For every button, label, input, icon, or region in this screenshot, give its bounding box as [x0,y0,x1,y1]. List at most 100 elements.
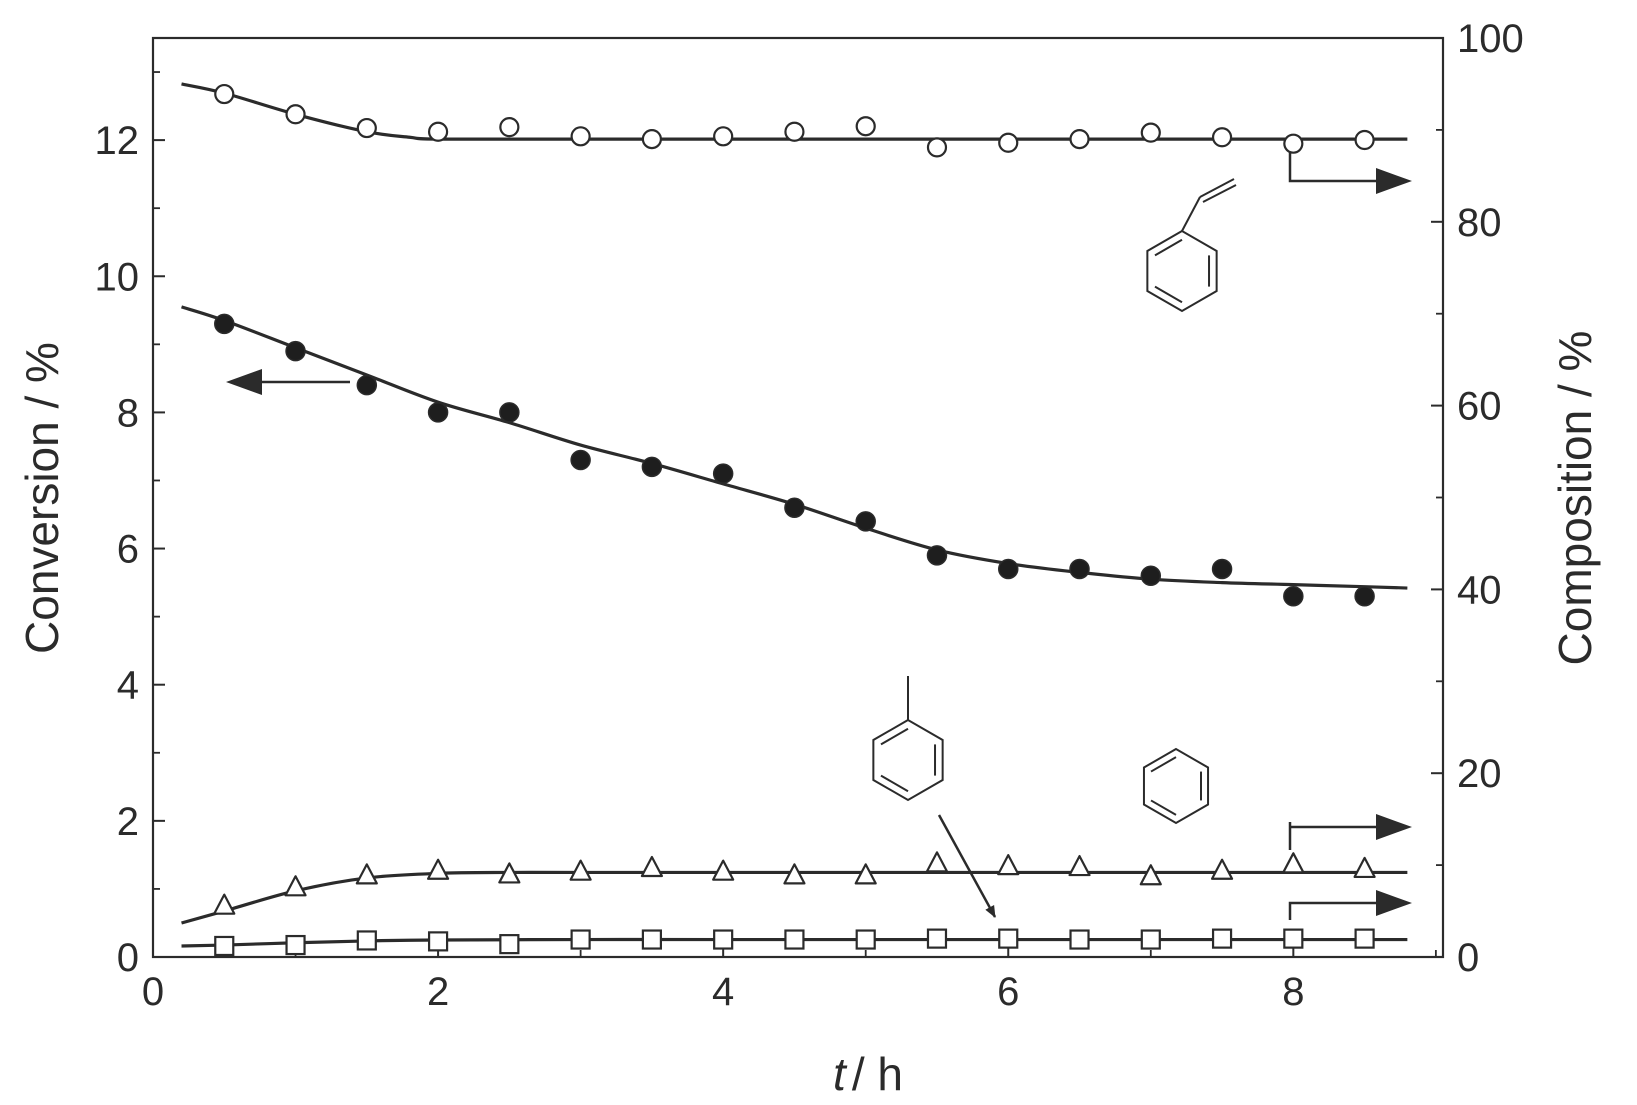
filled-circle-marker [356,374,378,396]
open-circle-marker [1069,128,1090,150]
x-tick-label-4: 8 [1282,970,1304,1014]
styrene-structure-icon [1146,178,1237,313]
open-square-marker [285,934,306,956]
toluene-structure-icon-double-bond-0 [880,727,909,746]
open-square-marker [356,930,377,951]
open-triangle-marker [925,851,949,873]
y-left-tick-label-0: 0 [117,936,139,980]
axis-ticks-group [152,37,1443,958]
markers-group [213,83,1376,957]
filled-circle-marker [641,456,663,478]
open-circle-marker [784,121,805,142]
benzene-structure-icon [1142,747,1210,825]
filled-circle-marker [1069,558,1090,580]
open-triangle-marker [1139,864,1162,886]
x-tick-label-1: 2 [427,970,449,1014]
styrene-vinyl-bond-3 [1202,184,1237,203]
filled-circle-marker [1354,585,1375,607]
styrene-structure-icon-double-bond-1 [1154,285,1183,304]
open-triangle-marker [498,862,521,884]
open-circle-marker [1354,129,1375,151]
y-axis-left-title: Conversion / % [16,342,68,654]
open-circle-marker [499,117,520,138]
filled-circle-marker [855,511,876,532]
open-triangle-marker [426,858,450,880]
toluene-composition-arrow-shaft [1288,901,1380,920]
filled-circle-marker [285,340,306,362]
open-triangle-marker [640,855,663,878]
open-triangle-marker [712,859,735,881]
filled-circle-marker [997,558,1019,580]
toluene-structure-icon-ring [872,718,944,802]
open-circle-marker [998,132,1019,153]
fit-line-open-triangle [181,870,1408,925]
open-circle-marker [285,104,306,125]
y-axis-right-title: Composition / % [1549,331,1601,666]
y-left-tick-label-1: 2 [117,800,139,844]
open-square-marker [214,935,235,957]
y-left-tick-label-5: 10 [95,255,140,299]
benzene-composition-arrow-head [1376,814,1412,840]
open-square-marker [1069,929,1090,950]
toluene-structure-icon-double-bond-1 [880,774,909,793]
plot-frame-group [151,36,1445,959]
open-triangle-marker [1210,858,1234,880]
open-square-marker [427,931,449,952]
filled-circle-marker [1211,558,1233,580]
open-triangle-marker [783,863,806,885]
open-circle-marker [1140,122,1161,143]
filled-circle-marker [784,497,805,518]
x-tick-label-0: 0 [142,970,164,1014]
y-right-tick-label-2: 40 [1457,568,1502,612]
y-left-tick-label-3: 6 [117,528,139,572]
styrene-vinyl-bond-2 [1199,178,1235,198]
open-triangle-marker [284,875,307,897]
open-square-marker [1211,928,1233,949]
fit-line-filled-circle [181,305,1408,590]
open-square-marker [855,929,876,950]
open-square-marker [713,929,734,950]
open-circle-marker [1283,133,1304,154]
filled-circle-marker [712,463,734,484]
styrene-vinyl-bond-1 [1181,196,1201,232]
open-square-marker [926,928,948,949]
x-axis-title-variable: t [833,1048,848,1100]
open-circle-marker [570,126,591,147]
open-circle-marker [214,83,235,105]
x-axis-title: t / h [833,1048,903,1100]
filled-circle-marker [214,313,235,335]
open-circle-marker [855,116,876,137]
annotations-group [226,152,1412,920]
benzene-structure-icon-double-bond-1 [1150,799,1177,816]
y-right-tick-label-4: 80 [1457,201,1502,245]
open-triangle-marker [569,859,592,881]
plot-frame [151,36,1445,959]
left-axis-arrow-head [226,369,262,395]
open-triangle-marker [1068,854,1091,877]
benzene-structure-icon-double-bond-0 [1150,756,1177,773]
open-square-marker [1140,929,1161,950]
x-tick-label-3: 6 [997,970,1019,1014]
styrene-composition-arrow-head [1376,168,1412,194]
benzene-structure-icon-ring [1142,747,1210,825]
filled-circle-marker [427,402,449,423]
open-square-marker [1354,928,1375,949]
open-triangle-marker [997,854,1020,876]
open-circle-marker [356,117,377,139]
open-circle-marker [926,137,948,158]
y-left-tick-label-4: 8 [117,391,139,435]
open-circle-marker [1211,127,1233,148]
y-right-tick-label-3: 60 [1457,385,1502,429]
fit-line-open-circle [181,82,1408,141]
y-right-tick-label-0: 0 [1457,936,1479,980]
filled-circle-marker [570,449,591,471]
styrene-structure-icon-ring [1146,229,1218,313]
open-triangle-marker [854,863,877,885]
open-square-marker [998,928,1019,949]
toluene-composition-arrow-head [1376,890,1412,916]
filled-circle-marker [1140,565,1162,587]
toluene-pointer-arrow [937,814,997,918]
open-triangle-marker [1353,856,1376,879]
